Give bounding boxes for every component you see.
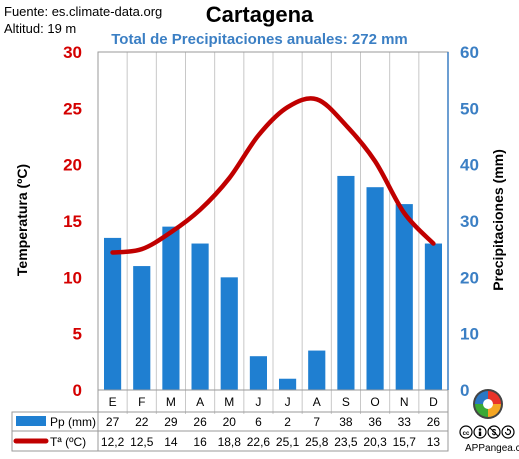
right-tick-label: 20 <box>460 268 479 287</box>
right-tick-label: 10 <box>460 325 479 344</box>
precip-cell: 6 <box>255 415 262 429</box>
precip-cell: 22 <box>135 415 149 429</box>
left-tick-labels: 0 5 10 15 20 25 30 <box>63 43 82 400</box>
precip-cell: 26 <box>193 415 207 429</box>
precip-legend-swatch <box>16 416 46 426</box>
precip-cell: 29 <box>164 415 178 429</box>
month-label: D <box>429 395 438 409</box>
precip-cell: 38 <box>339 415 353 429</box>
precip-bar <box>279 378 297 390</box>
noncommercial-icon: $ <box>487 425 501 439</box>
temp-cell: 25,1 <box>276 435 300 449</box>
temp-cell: 12,5 <box>130 435 154 449</box>
month-label: A <box>313 395 321 409</box>
right-tick-label: 50 <box>460 99 479 118</box>
attribution-icon <box>473 425 487 439</box>
month-label: J <box>285 395 291 409</box>
left-tick-label: 5 <box>73 325 82 344</box>
precip-bar <box>395 204 413 390</box>
right-tick-label: 60 <box>460 43 479 62</box>
precip-cell: 27 <box>106 415 120 429</box>
right-tick-label: 40 <box>460 156 479 175</box>
right-tick-label: 0 <box>460 381 469 400</box>
temp-cell: 14 <box>164 435 178 449</box>
precip-bar <box>337 175 355 390</box>
precip-bar <box>308 350 326 390</box>
temp-cell: 23,5 <box>334 435 358 449</box>
right-tick-label: 30 <box>460 212 479 231</box>
credit-text: APPangea.com <box>465 443 519 454</box>
month-label: S <box>342 395 350 409</box>
precip-cell: 26 <box>427 415 441 429</box>
precip-row-label: Pp (mm) <box>50 415 96 429</box>
precip-bar <box>220 277 238 390</box>
precip-bar <box>104 237 122 390</box>
month-label: E <box>109 395 117 409</box>
precip-bar <box>133 266 151 390</box>
precip-cell: 7 <box>313 415 320 429</box>
grid-lines <box>126 52 420 414</box>
plot-frame <box>97 51 449 391</box>
appangea-logo-icon <box>473 389 503 419</box>
left-tick-label: 10 <box>63 268 82 287</box>
sharealike-icon <box>501 425 515 439</box>
left-tick-label: 20 <box>63 156 82 175</box>
month-label: A <box>196 395 204 409</box>
temp-cell: 16 <box>193 435 207 449</box>
temp-cell: 22,6 <box>247 435 271 449</box>
month-label: N <box>400 395 409 409</box>
cc-icon: cc <box>459 425 473 439</box>
chart-title: Cartagena <box>205 2 314 27</box>
month-label: M <box>224 395 234 409</box>
temp-cell: 20,3 <box>363 435 387 449</box>
left-tick-label: 15 <box>63 212 82 231</box>
month-label: F <box>138 395 145 409</box>
left-tick-label: 0 <box>73 381 82 400</box>
temp-cell: 18,8 <box>218 435 242 449</box>
svg-text:cc: cc <box>463 431 470 437</box>
right-tick-labels: 0 10 20 30 40 50 60 <box>460 43 479 400</box>
license-icons: cc $ <box>459 425 515 439</box>
precip-cell: 36 <box>368 415 382 429</box>
temperature-line-group <box>110 96 436 255</box>
month-label: O <box>370 395 379 409</box>
precip-bar <box>424 243 442 390</box>
left-tick-label: 25 <box>63 99 82 118</box>
chart-subtitle: Total de Precipitaciones anuales: 272 mm <box>111 31 408 48</box>
month-label: J <box>255 395 261 409</box>
precip-cell: 20 <box>223 415 237 429</box>
altitude-text: Altitud: 19 m <box>4 21 77 36</box>
temp-cell: 12,2 <box>101 435 125 449</box>
temp-cell: 15,7 <box>393 435 417 449</box>
temp-row-label: Tª (ºC) <box>50 435 86 449</box>
precip-bar <box>191 243 209 390</box>
precip-cell: 33 <box>398 415 412 429</box>
source-text: Fuente: es.climate-data.org <box>4 4 163 19</box>
precip-cell: 2 <box>284 415 291 429</box>
precipitation-bars <box>104 175 442 390</box>
precip-bar <box>249 356 267 390</box>
precip-bar <box>162 226 180 390</box>
left-tick-label: 30 <box>63 43 82 62</box>
precip-bar <box>366 187 384 390</box>
temp-cell: 13 <box>427 435 441 449</box>
temperature-line <box>110 96 436 255</box>
month-label: M <box>166 395 176 409</box>
temp-cell: 25,8 <box>305 435 329 449</box>
